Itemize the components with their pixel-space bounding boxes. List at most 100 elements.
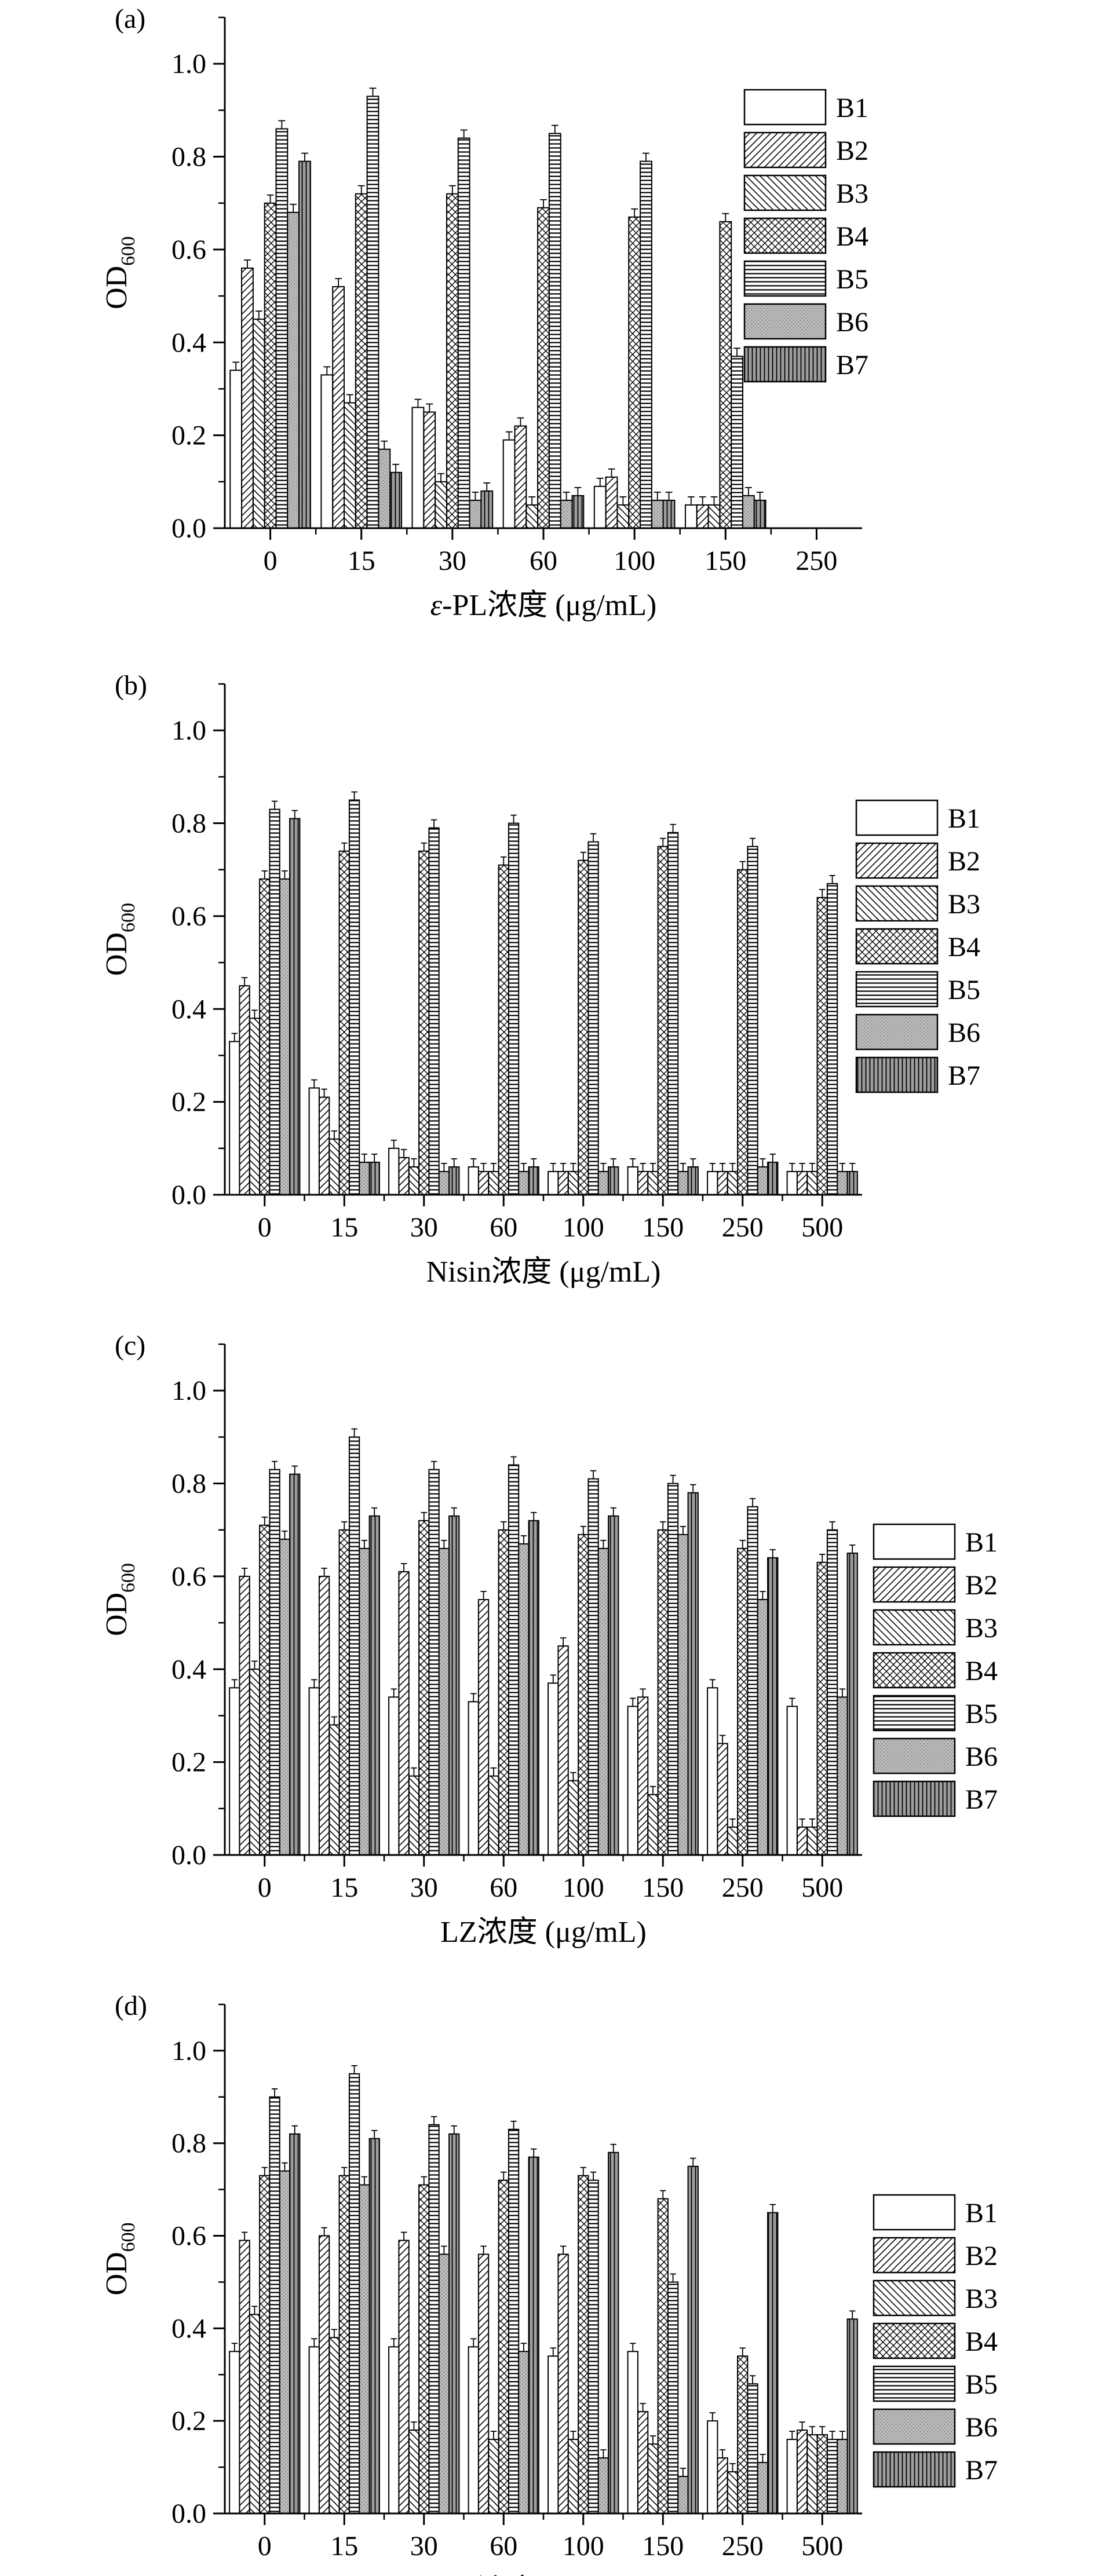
- bar-B3-60: [525, 504, 539, 529]
- bar-B7-250: [767, 1161, 779, 1195]
- bar-B7-500: [846, 1170, 858, 1195]
- bar-B2-30: [398, 1157, 410, 1195]
- bar-B6-150: [677, 1534, 689, 1856]
- bar-B5-500: [826, 2439, 838, 2515]
- bar-B6-100: [597, 2457, 609, 2514]
- bar-B7-60: [528, 1520, 539, 1856]
- y-tick-label: 0.8: [171, 2128, 206, 2159]
- bar-B2-150: [637, 2411, 649, 2515]
- panel-label: (d): [115, 1990, 147, 2021]
- bar-B5-150: [667, 2281, 679, 2515]
- y-tick-label: 0.6: [171, 2221, 206, 2252]
- bar-B4-150: [657, 1529, 669, 1856]
- legend-swatch-B1: [743, 89, 827, 126]
- bar-B3-30: [408, 2429, 420, 2514]
- x-tick-label: 100: [563, 2531, 604, 2562]
- legend-label-B1: B1: [965, 1527, 998, 1558]
- x-tick-label: 0: [258, 1212, 272, 1243]
- y-tick-label: 0.6: [171, 235, 206, 265]
- bar-B2-60: [477, 1599, 490, 1856]
- legend-label-B7: B7: [965, 1784, 998, 1815]
- y-tick-label: 0.4: [171, 1654, 206, 1685]
- bar-B6-15: [378, 448, 391, 529]
- x-tick-label: 150: [705, 546, 746, 576]
- x-tick-label: 250: [795, 546, 837, 576]
- bar-B1-0: [229, 1041, 240, 1196]
- bar-B7-15: [389, 471, 403, 529]
- bar-B1-60: [468, 1166, 479, 1195]
- bar-B3-60: [488, 2439, 499, 2515]
- y-tick-label: 0.4: [171, 327, 206, 358]
- legend-label-B4: B4: [965, 1656, 998, 1686]
- bar-B7-60: [528, 1166, 539, 1195]
- y-tick-label: 0.8: [171, 808, 206, 839]
- bar-B1-30: [388, 2346, 400, 2515]
- bar-B6-150: [677, 2476, 689, 2515]
- bar-B1-150: [684, 504, 698, 529]
- bar-B3-150: [647, 2443, 659, 2514]
- x-tick-label: 500: [801, 2531, 843, 2562]
- y-tick-label: 0.0: [171, 2498, 206, 2529]
- chart-panel-3: (c) 0.0 0.2 0.4 0.6 0.8 1.0 OD600 0 15 30 60 100 150 2…: [100, 1330, 998, 1949]
- legend-label-B6: B6: [948, 1018, 980, 1048]
- legend-swatch-B6: [873, 2408, 956, 2445]
- bar-B6-15: [359, 1547, 370, 1856]
- bar-B4-150: [719, 221, 732, 529]
- bar-B3-100: [567, 2439, 579, 2515]
- legend-label-B3: B3: [965, 2284, 998, 2314]
- bar-B1-150: [627, 1706, 638, 1856]
- legend-label-B1: B1: [948, 803, 980, 834]
- bar-B2-60: [514, 425, 527, 529]
- bar-B3-15: [329, 1724, 340, 1856]
- bar-B4-500: [816, 1561, 828, 1856]
- bar-B7-30: [448, 1166, 460, 1195]
- y-tick-label: 1.0: [171, 1375, 206, 1406]
- bar-B4-15: [338, 1529, 350, 1856]
- legend-label-B2: B2: [948, 846, 980, 877]
- bar-B4-150: [657, 2198, 669, 2514]
- x-tick-label: 100: [563, 1872, 604, 1903]
- bar-B2-500: [796, 2429, 808, 2514]
- x-tick-label: 30: [410, 2531, 438, 2562]
- bar-B6-250: [757, 1599, 769, 1856]
- x-tick-label: 60: [490, 1212, 517, 1243]
- y-axis-label: OD600: [100, 1563, 139, 1636]
- bar-B3-15: [329, 1138, 340, 1196]
- bar-B7-0: [289, 1473, 301, 1856]
- bar-B6-500: [837, 2439, 848, 2515]
- bar-B2-500: [796, 1826, 808, 1856]
- bar-B2-150: [696, 504, 709, 529]
- bar-B4-500: [816, 2434, 828, 2515]
- bar-B1-250: [707, 1687, 718, 1856]
- bar-B7-0: [298, 160, 311, 529]
- bar-B4-500: [816, 897, 828, 1195]
- bar-B3-500: [806, 2434, 818, 2515]
- bar-B1-0: [229, 1687, 240, 1856]
- bar-B5-250: [747, 846, 758, 1195]
- legend-swatch-B6: [855, 1013, 939, 1051]
- legend-label-B1: B1: [836, 93, 868, 123]
- panel-label: (b): [115, 670, 147, 701]
- bar-B5-60: [508, 822, 520, 1195]
- bar-B2-250: [717, 1743, 728, 1856]
- bar-B7-250: [767, 2212, 779, 2514]
- bar-B3-30: [408, 1166, 420, 1195]
- bar-B1-500: [786, 1706, 798, 1856]
- bar-B3-15: [329, 2337, 340, 2514]
- legend: B1 B2 B3 B4 B5 B6 B7: [743, 89, 868, 383]
- legend-label-B6: B6: [965, 2412, 998, 2443]
- legend-label-B4: B4: [948, 932, 980, 963]
- bar-B6-0: [279, 2170, 291, 2514]
- legend-label-B7: B7: [836, 350, 868, 380]
- bar-B5-100: [587, 2179, 599, 2514]
- bar-B5-150: [731, 356, 743, 529]
- bar-B3-60: [488, 1170, 499, 1195]
- legend-swatch-B2: [873, 1566, 956, 1603]
- legend-swatch-B4: [873, 1652, 956, 1689]
- bar-B4-250: [737, 869, 749, 1195]
- x-tick-label: 0: [258, 2531, 272, 2562]
- bar-B4-0: [259, 2175, 271, 2514]
- legend-swatch-B5: [855, 971, 939, 1008]
- x-tick-label: 150: [642, 2531, 684, 2562]
- bar-B4-250: [737, 2355, 749, 2514]
